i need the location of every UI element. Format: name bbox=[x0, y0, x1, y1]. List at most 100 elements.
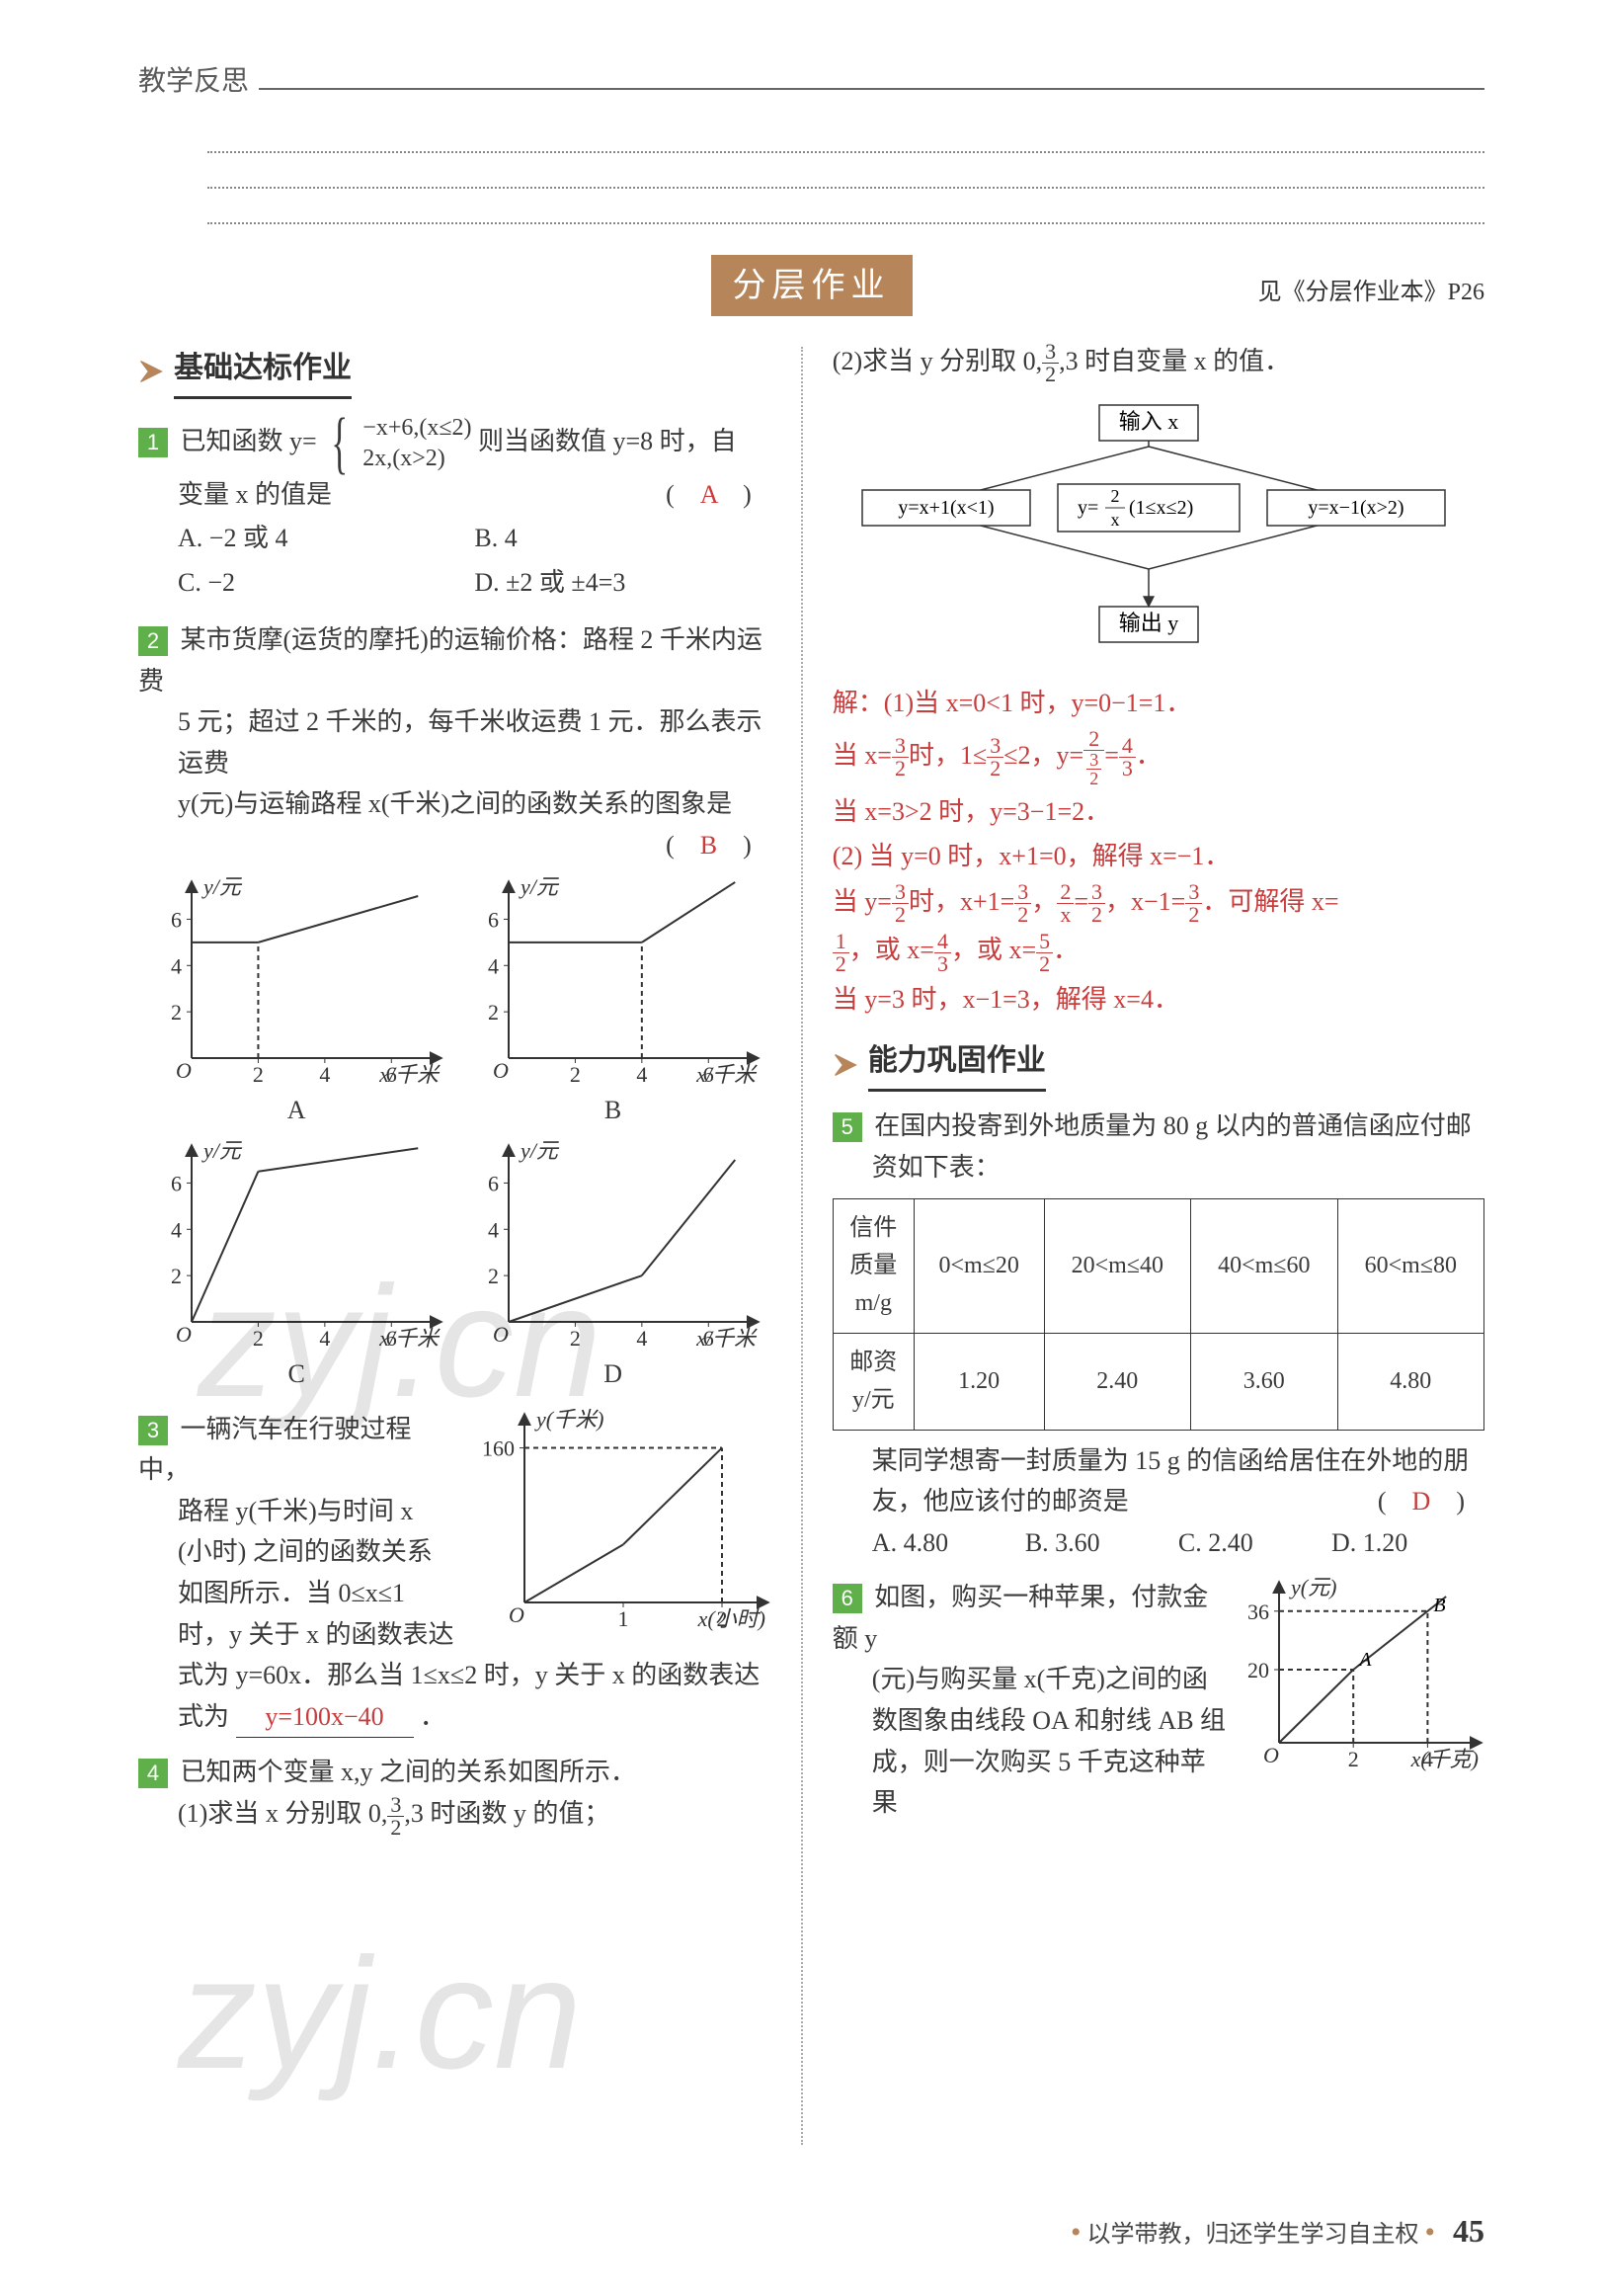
sol-l7: 当 y=3 时，x−1=3，解得 x=4． bbox=[833, 979, 1484, 1021]
q1-stem-c: 变量 x 的值是 bbox=[178, 480, 332, 509]
section-ability: 能力巩固作业 bbox=[833, 1037, 1484, 1092]
q2-answer: B bbox=[700, 831, 717, 860]
svg-text:x(千克): x(千克) bbox=[1410, 1747, 1479, 1771]
question-5: 5 在国内投寄到外地质量为 80 g 以内的普通信函应付邮 资如下表： 信件 质… bbox=[833, 1106, 1484, 1563]
q1-opt-c: C. −2 bbox=[178, 562, 474, 604]
q5-col-1: 20<m≤40 bbox=[1044, 1198, 1190, 1333]
q1-stem-b: 则当函数值 y=8 时，自 bbox=[478, 427, 737, 455]
q5-stem1: 在国内投寄到外地质量为 80 g 以内的普通信函应付邮 bbox=[874, 1111, 1472, 1140]
left-column: 基础达标作业 1 已知函数 y= { −x+6,(x≤2) 2x,(x>2) 则… bbox=[138, 341, 771, 2145]
q6-chart: O242036x(千克)y(元)AB bbox=[1238, 1577, 1484, 1824]
svg-text:6: 6 bbox=[171, 1172, 182, 1196]
q4-num: 4 bbox=[138, 1759, 168, 1788]
banner-note: 见《分层作业本》P26 bbox=[1258, 274, 1484, 311]
q4-flowchart: 输入 xy=x+1(x<1)y=2x(1≤x≤2)y=x−1(x>2)输出 y bbox=[833, 399, 1484, 669]
q5-col-0: 0<m≤20 bbox=[914, 1198, 1044, 1333]
q4-solution: 解：(1)当 x=0<1 时，y=0−1=1． 当 x=32时，1≤32≤2，y… bbox=[833, 683, 1484, 1020]
arrow-icon bbox=[138, 359, 164, 384]
svg-text:y=x+1(x<1): y=x+1(x<1) bbox=[898, 497, 994, 519]
svg-text:4: 4 bbox=[636, 1062, 647, 1087]
svg-text:4: 4 bbox=[488, 1217, 499, 1242]
q6-l3: 成，则一次购买 5 千克这种苹果 bbox=[872, 1742, 1228, 1824]
q1-opt-a: A. −2 或 4 bbox=[178, 518, 474, 559]
dot-icon: • bbox=[1071, 2216, 1082, 2249]
svg-text:y/元: y/元 bbox=[519, 1140, 560, 1163]
sol-l6: 12，或 x=43，或 x=52． bbox=[833, 930, 1484, 975]
svg-text:O: O bbox=[509, 1602, 524, 1627]
section-basic: 基础达标作业 bbox=[138, 345, 771, 399]
q5-col-2: 40<m≤60 bbox=[1191, 1198, 1337, 1333]
q5-answer: D bbox=[1412, 1487, 1431, 1516]
svg-text:输出 y: 输出 y bbox=[1119, 611, 1179, 635]
q1-paren: ( A ) bbox=[666, 474, 752, 516]
q3-chart: O12160x(小时)y(千米) bbox=[465, 1409, 771, 1636]
reflection-label: 教学反思 bbox=[138, 59, 249, 104]
svg-text:x/千米: x/千米 bbox=[378, 1326, 441, 1351]
q5-opt-b: B. 3.60 bbox=[1025, 1522, 1178, 1564]
svg-text:4: 4 bbox=[320, 1326, 331, 1351]
svg-text:36: 36 bbox=[1247, 1599, 1269, 1624]
svg-text:4: 4 bbox=[171, 953, 182, 978]
q5-val-3: 4.80 bbox=[1337, 1333, 1484, 1430]
svg-text:160: 160 bbox=[482, 1435, 515, 1460]
q6-text: 6 如图，购买一种苹果，付款金额 y (元)与购买量 x(千克)之间的函 数图象… bbox=[833, 1577, 1228, 1824]
svg-text:(1≤x≤2): (1≤x≤2) bbox=[1129, 497, 1193, 519]
svg-text:1: 1 bbox=[617, 1606, 628, 1631]
question-1: 1 已知函数 y= { −x+6,(x≤2) 2x,(x>2) 则当函数值 y=… bbox=[138, 413, 771, 606]
svg-text:x: x bbox=[1110, 510, 1119, 530]
q1-stem-a: 已知函数 y= bbox=[181, 427, 317, 455]
svg-text:4: 4 bbox=[171, 1217, 182, 1242]
q3-after: 式为 y=60x．那么当 1≤x≤2 时，y 关于 x 的函数表达 bbox=[178, 1655, 771, 1696]
q6-l1: (元)与购买量 x(千克)之间的函 bbox=[872, 1659, 1228, 1700]
q3-blank: y=100x−40 bbox=[236, 1696, 414, 1739]
q5-val-1: 2.40 bbox=[1044, 1333, 1190, 1430]
svg-text:2: 2 bbox=[253, 1062, 264, 1087]
section-ability-title: 能力巩固作业 bbox=[868, 1037, 1046, 1092]
dotted-line bbox=[207, 189, 1484, 224]
q5-table: 信件 质量 m/g 0<m≤20 20<m≤40 40<m≤60 60<m≤80… bbox=[833, 1198, 1484, 1431]
content-columns: 基础达标作业 1 已知函数 y= { −x+6,(x≤2) 2x,(x>2) 则… bbox=[138, 341, 1484, 2145]
q4-sub2-post: ,3 时自变量 x 的值． bbox=[1059, 347, 1290, 375]
q1-piece2: 2x,(x>2) bbox=[362, 444, 471, 474]
svg-text:O: O bbox=[176, 1322, 192, 1347]
q5-paren: ( D ) bbox=[1378, 1481, 1465, 1522]
svg-text:O: O bbox=[493, 1322, 509, 1347]
question-4: 4 已知两个变量 x,y 之间的关系如图所示． (1)求当 x 分别取 0,32… bbox=[138, 1752, 771, 1838]
q1-piecewise: −x+6,(x≤2) 2x,(x>2) bbox=[362, 413, 471, 474]
svg-text:2: 2 bbox=[1110, 486, 1119, 506]
dotted-line bbox=[207, 153, 1484, 189]
svg-text:O: O bbox=[176, 1058, 192, 1083]
q6-num: 6 bbox=[833, 1584, 862, 1613]
q2-stem3: y(元)与运输路程 x(千米)之间的函数关系的图象是 bbox=[178, 783, 771, 825]
sol-l2c: ≤2，y= bbox=[1003, 740, 1083, 769]
dotted-line bbox=[207, 118, 1484, 153]
sol-l5: 当 y=32时，x+1=32，2x=32，x−1=32．可解得 x= bbox=[833, 881, 1484, 927]
q5-num: 5 bbox=[833, 1112, 862, 1142]
sol-l2: 当 x=32时，1≤32≤2，y=232=43． bbox=[833, 728, 1484, 787]
question-3: O12160x(小时)y(千米) 3 一辆汽车在行驶过程中， 路程 y(千米)与… bbox=[138, 1409, 771, 1739]
q5-options: A. 4.80 B. 3.60 C. 2.40 D. 1.20 bbox=[872, 1522, 1484, 1564]
svg-text:6: 6 bbox=[488, 907, 499, 932]
reflection-lines bbox=[207, 118, 1484, 224]
svg-text:y(千米): y(千米) bbox=[534, 1409, 603, 1432]
q1-opt-d: D. ±2 或 ±4=3 bbox=[474, 562, 770, 604]
q5-rowhead-0: 信件 质量 m/g bbox=[833, 1198, 914, 1333]
q4-sub1-post: ,3 时函数 y 的值； bbox=[404, 1799, 609, 1828]
q3-fill-label: 式为 bbox=[178, 1702, 229, 1731]
column-divider bbox=[801, 347, 803, 2145]
q2-stem2: 5 元；超过 2 千米的，每千米收运费 1 元．那么表示运费 bbox=[178, 701, 771, 783]
right-column: (2)求当 y 分别取 0,32,3 时自变量 x 的值． 输入 xy=x+1(… bbox=[833, 341, 1484, 2145]
q1-answer: A bbox=[700, 480, 717, 509]
q2-charts-container: O246246x/千米y/元AO246246x/千米y/元BO246246x/千… bbox=[138, 876, 771, 1395]
q5-val-2: 3.60 bbox=[1191, 1333, 1337, 1430]
sol-l2b: 时，1≤ bbox=[909, 740, 987, 769]
sol-l3: 当 x=3>2 时，y=3−1=2． bbox=[833, 791, 1484, 833]
page-footer: • 以学带教，归还学生学习自主权 • 45 bbox=[1071, 2206, 1484, 2256]
q1-line2: 变量 x 的值是 ( A ) bbox=[178, 474, 771, 516]
header-underline bbox=[259, 88, 1484, 90]
q4-sub2: (2)求当 y 分别取 0,32,3 时自变量 x 的值． bbox=[833, 341, 1484, 386]
sol-l1: 解：(1)当 x=0<1 时，y=0−1=1． bbox=[833, 683, 1484, 724]
q1-options: A. −2 或 4 B. 4 C. −2 D. ±2 或 ±4=3 bbox=[178, 516, 771, 606]
svg-text:O: O bbox=[1263, 1743, 1279, 1767]
svg-text:A: A bbox=[1357, 1649, 1372, 1671]
